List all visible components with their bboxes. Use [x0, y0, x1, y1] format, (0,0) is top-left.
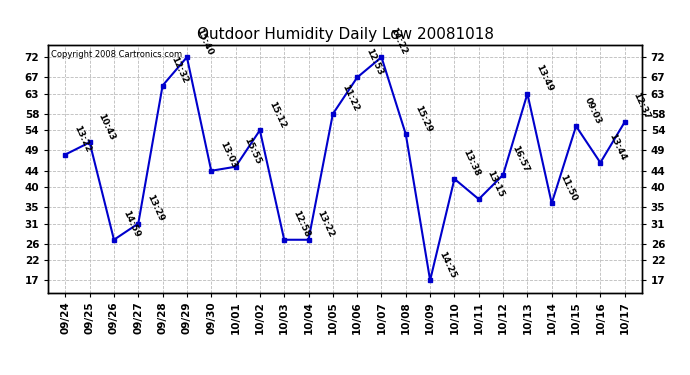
Text: 16:57: 16:57 — [510, 144, 531, 174]
Text: 11:50: 11:50 — [559, 173, 579, 202]
Text: 13:22: 13:22 — [315, 209, 336, 239]
Text: 15:40: 15:40 — [194, 27, 214, 56]
Text: 13:44: 13:44 — [607, 132, 628, 162]
Text: 13:22: 13:22 — [72, 124, 92, 154]
Text: 12:53: 12:53 — [364, 47, 384, 76]
Text: 13:38: 13:38 — [462, 148, 482, 178]
Text: 12:32: 12:32 — [170, 55, 190, 85]
Text: 15:12: 15:12 — [267, 100, 287, 129]
Title: Outdoor Humidity Daily Low 20081018: Outdoor Humidity Daily Low 20081018 — [197, 27, 493, 42]
Text: 14:22: 14:22 — [388, 27, 408, 56]
Text: Copyright 2008 Cartronics.com: Copyright 2008 Cartronics.com — [51, 50, 182, 59]
Text: 14:25: 14:25 — [437, 250, 457, 279]
Text: 15:29: 15:29 — [413, 104, 433, 134]
Text: 15:55: 15:55 — [242, 136, 263, 166]
Text: 12:37: 12:37 — [631, 92, 652, 121]
Text: 12:58: 12:58 — [291, 209, 311, 239]
Text: 10:43: 10:43 — [97, 112, 117, 142]
Text: 13:49: 13:49 — [534, 63, 555, 93]
Text: 14:59: 14:59 — [121, 209, 141, 239]
Text: 13:29: 13:29 — [145, 193, 166, 223]
Text: 09:03: 09:03 — [583, 96, 603, 125]
Text: 13:15: 13:15 — [486, 169, 506, 198]
Text: 11:22: 11:22 — [339, 84, 360, 113]
Text: 13:03: 13:03 — [218, 140, 238, 170]
